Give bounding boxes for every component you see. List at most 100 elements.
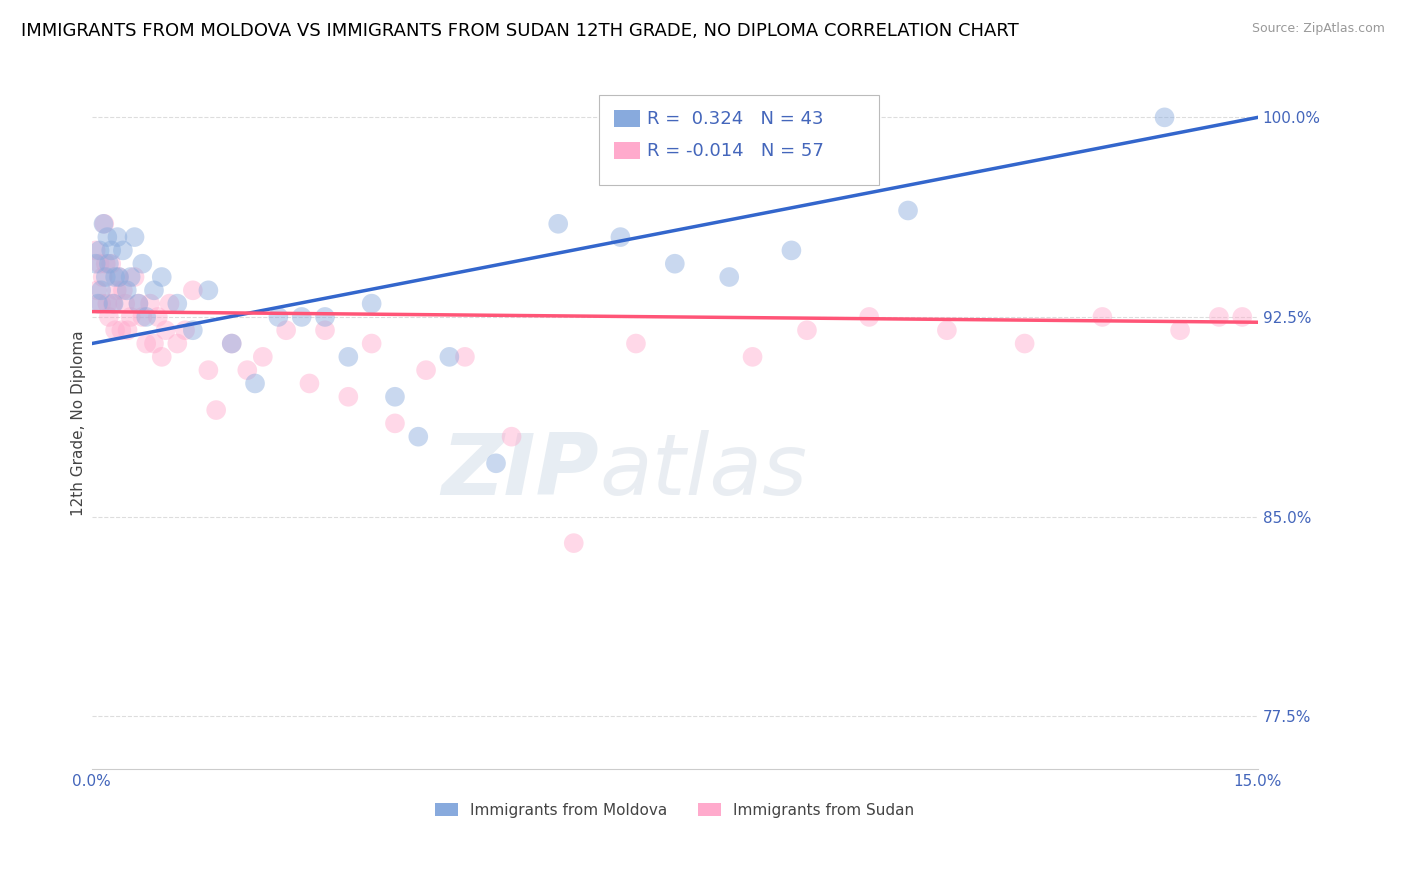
Point — [150, 270, 173, 285]
Point — [104, 323, 127, 337]
Point — [562, 536, 585, 550]
Point — [197, 363, 219, 377]
Point — [94, 270, 117, 285]
Point — [236, 363, 259, 377]
Point — [100, 244, 122, 258]
Point — [105, 283, 128, 297]
Point — [155, 323, 177, 337]
Point — [100, 257, 122, 271]
Point — [139, 296, 162, 310]
Point — [291, 310, 314, 324]
Point — [108, 270, 131, 285]
FancyBboxPatch shape — [599, 95, 879, 185]
Point — [117, 323, 139, 337]
Point — [1091, 310, 1114, 324]
Point — [146, 310, 169, 324]
Point — [108, 270, 131, 285]
Point — [135, 336, 157, 351]
Point — [439, 350, 461, 364]
Point — [93, 217, 115, 231]
Point — [131, 257, 153, 271]
Text: IMMIGRANTS FROM MOLDOVA VS IMMIGRANTS FROM SUDAN 12TH GRADE, NO DIPLOMA CORRELAT: IMMIGRANTS FROM MOLDOVA VS IMMIGRANTS FR… — [21, 22, 1019, 40]
Point — [96, 296, 118, 310]
Point — [143, 336, 166, 351]
Point — [127, 296, 149, 310]
Point — [609, 230, 631, 244]
Point — [741, 350, 763, 364]
Text: R =  0.324   N = 43: R = 0.324 N = 43 — [647, 110, 824, 128]
Bar — [614, 142, 640, 159]
Point — [1153, 111, 1175, 125]
Point — [120, 310, 142, 324]
Point — [1232, 310, 1254, 324]
Text: R = -0.014   N = 57: R = -0.014 N = 57 — [647, 142, 824, 160]
Point — [87, 296, 110, 310]
Point — [90, 283, 112, 297]
Text: atlas: atlas — [599, 430, 807, 513]
Point — [415, 363, 437, 377]
Point — [547, 217, 569, 231]
Point — [1014, 336, 1036, 351]
Point — [197, 283, 219, 297]
Point — [104, 270, 127, 285]
Point — [298, 376, 321, 391]
Point — [159, 296, 181, 310]
Point — [135, 310, 157, 324]
Point — [97, 310, 120, 324]
Point — [107, 230, 129, 244]
Point — [174, 323, 197, 337]
Point — [267, 310, 290, 324]
Point — [89, 257, 111, 271]
Y-axis label: 12th Grade, No Diploma: 12th Grade, No Diploma — [72, 331, 86, 516]
Point — [252, 350, 274, 364]
Point — [221, 336, 243, 351]
Point — [89, 244, 111, 258]
Point — [110, 323, 132, 337]
Point — [131, 310, 153, 324]
Point — [664, 257, 686, 271]
Point — [337, 390, 360, 404]
Point — [111, 283, 134, 297]
Point — [408, 430, 430, 444]
Point — [897, 203, 920, 218]
Point — [858, 310, 880, 324]
Point — [360, 336, 382, 351]
Point — [111, 244, 134, 258]
Text: Source: ZipAtlas.com: Source: ZipAtlas.com — [1251, 22, 1385, 36]
Point — [93, 217, 115, 231]
Point — [181, 283, 204, 297]
Point — [115, 283, 138, 297]
Point — [166, 336, 188, 351]
Point — [780, 244, 803, 258]
Text: ZIP: ZIP — [441, 430, 599, 513]
Point — [84, 257, 107, 271]
Point — [120, 270, 142, 285]
Point — [84, 244, 107, 258]
Point — [90, 296, 112, 310]
Point — [718, 270, 741, 285]
Bar — [614, 110, 640, 128]
Point — [101, 296, 124, 310]
Point — [86, 283, 108, 297]
Point — [276, 323, 298, 337]
Point — [221, 336, 243, 351]
Point — [796, 323, 818, 337]
Point — [94, 257, 117, 271]
Point — [314, 323, 336, 337]
Point — [114, 296, 136, 310]
Point — [205, 403, 228, 417]
Point — [454, 350, 477, 364]
Point — [935, 323, 957, 337]
Legend: Immigrants from Moldova, Immigrants from Sudan: Immigrants from Moldova, Immigrants from… — [429, 797, 921, 824]
Point — [97, 257, 120, 271]
Point — [150, 350, 173, 364]
Point — [624, 336, 647, 351]
Point — [314, 310, 336, 324]
Point — [337, 350, 360, 364]
Point — [91, 270, 114, 285]
Point — [124, 230, 146, 244]
Point — [1168, 323, 1191, 337]
Point — [143, 283, 166, 297]
Point — [501, 430, 523, 444]
Point — [103, 296, 125, 310]
